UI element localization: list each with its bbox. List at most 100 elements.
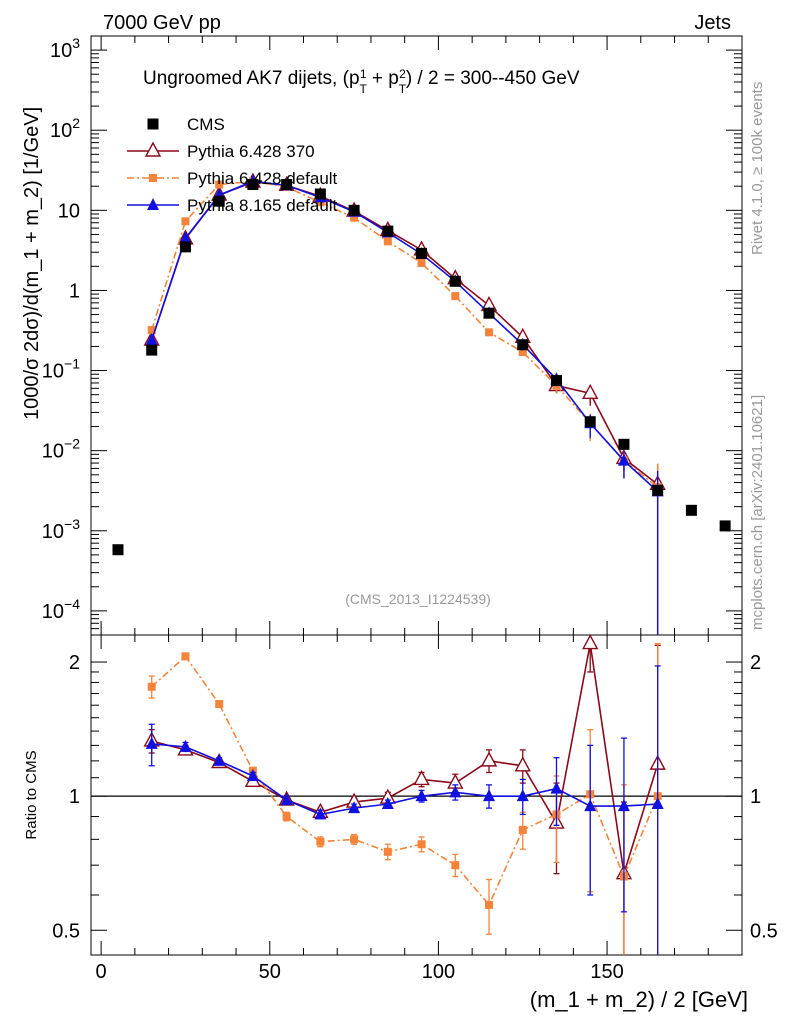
ratio-point-p6_default bbox=[316, 837, 325, 846]
series-point-p8_default bbox=[145, 333, 158, 346]
cms-data-point bbox=[112, 544, 124, 556]
series-point-p6_370 bbox=[582, 383, 599, 400]
cms-data-point bbox=[247, 179, 259, 191]
cms-data-point bbox=[416, 247, 428, 259]
ratio-point-p8_default bbox=[651, 797, 664, 810]
ratio-point-p8_default bbox=[550, 781, 563, 794]
series-point-p8_default bbox=[617, 453, 630, 466]
y-axis-label: 1000/σ 2dσ)/d(m_1 + m_2) [1/GeV] bbox=[21, 107, 43, 420]
header-right: Jets bbox=[694, 12, 731, 34]
ratio-point-p8_default bbox=[415, 789, 428, 802]
rivet-label: Rivet 4.1.0, ≥ 100k events bbox=[749, 82, 766, 255]
x-tick-label: 150 bbox=[590, 961, 623, 983]
ratio-tick-label-left: 0.5 bbox=[52, 920, 80, 942]
ratio-point-p6_370 bbox=[514, 756, 531, 772]
legend: CMS Pythia 6.428 370 Pythia 6.428 default P… bbox=[127, 115, 338, 215]
series-point-p6_default bbox=[215, 180, 224, 189]
y-tick-label: 10−1 bbox=[42, 356, 80, 383]
ratio-point-p6_default bbox=[181, 652, 190, 661]
legend-entry: CMS bbox=[187, 115, 225, 134]
analysis-tag: (CMS_2013_I1224539) bbox=[345, 591, 491, 607]
cms-data-point bbox=[146, 344, 158, 356]
main-plot-series bbox=[112, 172, 731, 635]
ratio-point-p8_default bbox=[246, 768, 259, 781]
x-tick-label: 50 bbox=[259, 961, 281, 983]
series-point-p6_default bbox=[383, 237, 392, 246]
cms-data-point bbox=[314, 188, 326, 200]
ratio-tick-label-right: 0.5 bbox=[750, 920, 778, 942]
ratio-point-p8_default bbox=[617, 799, 630, 812]
cms-data-point bbox=[652, 484, 664, 496]
ratio-point-p8_default bbox=[213, 753, 226, 766]
cms-data-point bbox=[550, 375, 562, 387]
cms-data-point bbox=[618, 438, 630, 450]
x-tick-label: 100 bbox=[422, 961, 455, 983]
cms-data-point bbox=[348, 204, 360, 216]
cms-data-point bbox=[483, 307, 495, 319]
ratio-point-p6_default bbox=[383, 847, 392, 856]
ratio-point-p8_default bbox=[280, 793, 293, 806]
legend-entry: Pythia 6.428 370 bbox=[187, 142, 315, 161]
ratio-point-p8_default bbox=[348, 801, 361, 814]
ratio-tick-label-left: 2 bbox=[69, 652, 80, 674]
series-point-p6_default bbox=[147, 326, 156, 335]
cms-data-point bbox=[179, 241, 191, 253]
series-line-p6_370 bbox=[150, 181, 659, 485]
ratio-point-p8_default bbox=[381, 797, 394, 810]
cms-data-point bbox=[449, 275, 461, 287]
ratio-point-p6_default bbox=[518, 825, 527, 834]
ratio-point-p8_default bbox=[483, 789, 496, 802]
y-tick-label: 10−3 bbox=[42, 516, 80, 543]
cms-data-point bbox=[382, 225, 394, 237]
ratio-point-p6_default bbox=[350, 835, 359, 844]
ratio-point-p6_default bbox=[417, 840, 426, 849]
y-tick-label: 1 bbox=[69, 280, 80, 302]
ratio-point-p6_default bbox=[451, 861, 460, 870]
ratio-tick-label-right: 2 bbox=[750, 652, 761, 674]
y-tick-label: 102 bbox=[50, 115, 80, 142]
legend-marker bbox=[149, 174, 157, 182]
ratio-plot-series bbox=[91, 635, 742, 955]
ratio-point-p6_370 bbox=[582, 635, 599, 650]
ratio-point-p8_default bbox=[145, 736, 158, 749]
ratio-point-p6_370 bbox=[413, 770, 430, 786]
series-point-p6_default bbox=[181, 217, 190, 226]
ratio-point-p6_370 bbox=[480, 751, 498, 767]
header-left: 7000 GeV pp bbox=[103, 12, 221, 34]
cms-data-point bbox=[517, 339, 529, 351]
y-tick-label: 103 bbox=[50, 35, 80, 62]
ratio-line-p6_default bbox=[151, 655, 659, 907]
legend-marker bbox=[144, 141, 162, 157]
ratio-axis-label: Ratio to CMS bbox=[23, 750, 40, 839]
ratio-plot-frame bbox=[90, 634, 743, 956]
series-point-p6_default bbox=[417, 259, 426, 268]
y-tick-label: 10 bbox=[58, 200, 80, 222]
ratio-tick-label-left: 1 bbox=[69, 786, 80, 808]
ratio-point-p8_default bbox=[516, 789, 529, 802]
mcplots-label: mcplots.cern.ch [arXiv:2401.10621] bbox=[749, 395, 766, 630]
ratio-tick-label-right: 1 bbox=[750, 786, 761, 808]
ratio-point-p8_default bbox=[179, 739, 192, 752]
series-point-p6_default bbox=[485, 328, 494, 337]
x-tick-label: 0 bbox=[96, 961, 107, 983]
ratio-point-p6_default bbox=[485, 900, 494, 909]
cms-data-point bbox=[719, 520, 731, 532]
series-line-p8_default bbox=[150, 180, 659, 493]
ratio-line-p8_default bbox=[151, 743, 658, 816]
series-point-p8_default bbox=[179, 231, 192, 244]
x-axis-label: (m_1 + m_2) / 2 [GeV] bbox=[530, 987, 748, 1012]
series-point-p6_default bbox=[518, 348, 527, 357]
legend-entry: Pythia 8.165 default bbox=[187, 196, 338, 215]
cms-data-point bbox=[213, 195, 225, 207]
cms-data-point bbox=[281, 179, 293, 191]
cms-data-point bbox=[584, 416, 596, 428]
series-point-p6_default bbox=[451, 292, 460, 301]
cms-data-point bbox=[685, 504, 697, 516]
legend-entry: Pythia 6.428 default bbox=[187, 169, 338, 188]
y-tick-label: 10−2 bbox=[42, 436, 80, 463]
ratio-point-p8_default bbox=[449, 785, 462, 798]
chart-title: Ungroomed AK7 dijets, (pT1 + pT2) / 2 = … bbox=[143, 67, 580, 96]
legend-marker bbox=[147, 198, 159, 210]
